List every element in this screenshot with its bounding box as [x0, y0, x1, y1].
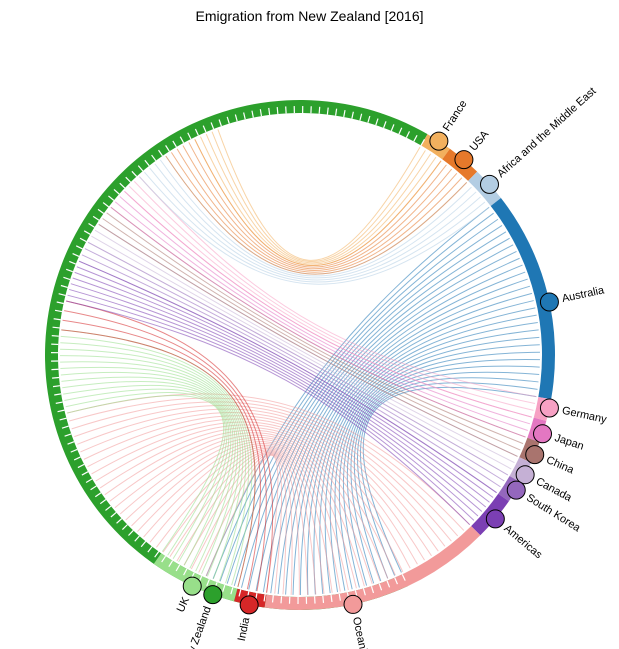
node-marker-france: [430, 132, 448, 150]
chord-strand: [171, 152, 461, 272]
node-label-japan: Japan: [553, 432, 585, 453]
chords-group: [60, 129, 540, 595]
node-marker-uk: [183, 577, 201, 595]
node-label-skorea: South Korea: [524, 492, 583, 535]
tick: [327, 108, 328, 115]
chord-diagram: New ZealandFranceUSAAfrica and the Middl…: [0, 0, 619, 649]
arcs-group: [45, 100, 555, 610]
chord-strand: [195, 139, 441, 265]
chord-strand: [66, 392, 226, 555]
tick: [53, 327, 60, 328]
tick: [52, 336, 59, 337]
tick: [277, 107, 278, 114]
chord-strand: [63, 320, 261, 589]
chart-title: Emigration from New Zealand [2016]: [0, 8, 619, 24]
chord-strand: [200, 137, 435, 265]
node-marker-germany: [540, 399, 558, 417]
tick: [273, 596, 274, 603]
node-marker-usa: [455, 151, 473, 169]
chord-strand: [107, 213, 523, 444]
node-label-americas: Americas: [502, 523, 545, 562]
node-marker-africa: [481, 175, 499, 193]
chord-strand: [160, 160, 471, 276]
chord-strand: [189, 142, 447, 267]
node-label-oceania: Oceania: [350, 616, 370, 649]
node-marker-nz: [204, 586, 222, 604]
tick: [52, 377, 59, 378]
chord-strand: [155, 164, 476, 278]
chord-strand: [213, 213, 493, 579]
node-label-africa: Africa and the Middle East: [495, 85, 598, 180]
chord-strand: [166, 156, 467, 274]
ticks-group: [51, 106, 424, 604]
chord-strand: [195, 139, 441, 265]
node-label-india: India: [236, 616, 253, 643]
node-label-germany: Germany: [561, 405, 608, 426]
node-label-china: China: [544, 454, 576, 477]
chord-strand: [218, 129, 420, 260]
node-marker-americas: [486, 510, 504, 528]
node-marker-oceania: [344, 595, 362, 613]
node-label-france: France: [441, 98, 470, 133]
node-marker-japan: [534, 425, 552, 443]
node-label-australia: Australia: [561, 284, 606, 305]
node-label-uk: UK: [175, 595, 193, 615]
chord-strand: [120, 196, 530, 423]
tick: [281, 596, 282, 603]
tick: [319, 107, 320, 114]
node-marker-skorea: [507, 481, 525, 499]
chord-strand: [77, 267, 493, 498]
chart-stage: Emigration from New Zealand [2016] New Z…: [0, 0, 619, 649]
tick: [323, 596, 324, 603]
node-label-usa: USA: [468, 128, 492, 154]
node-marker-india: [240, 596, 258, 614]
node-marker-australia: [540, 293, 558, 311]
node-marker-china: [526, 446, 544, 464]
